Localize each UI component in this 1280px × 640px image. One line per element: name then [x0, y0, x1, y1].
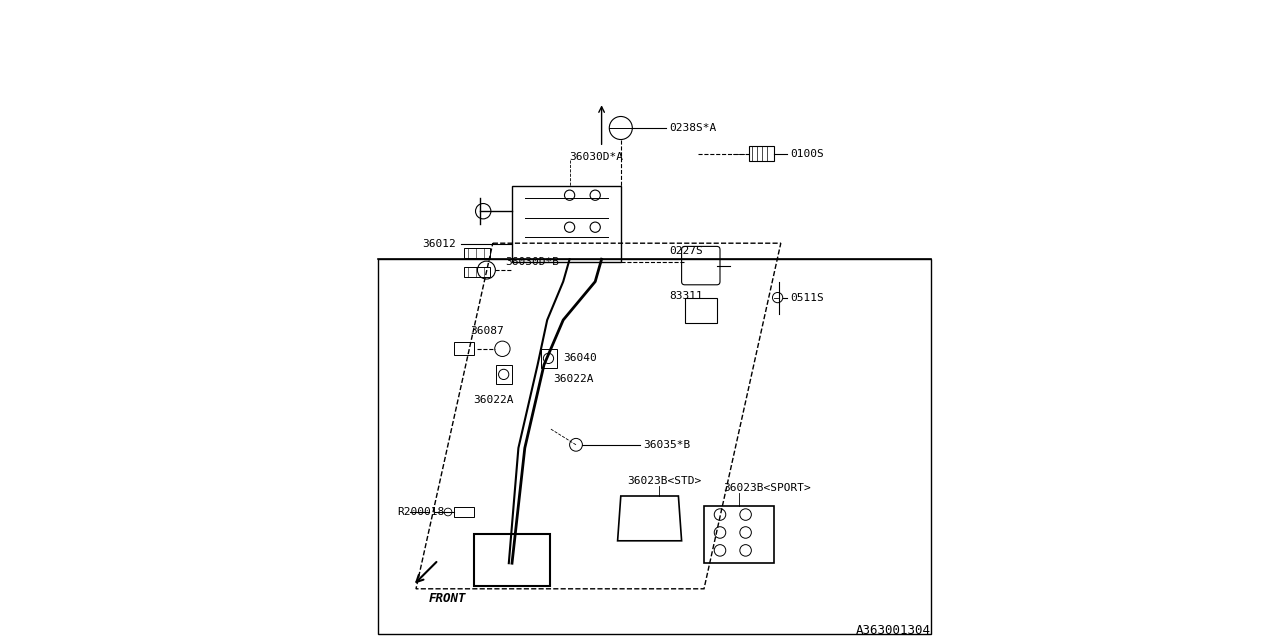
Bar	[497, 365, 512, 384]
Text: 0238S*A: 0238S*A	[668, 123, 716, 133]
Text: 36022A: 36022A	[554, 374, 594, 385]
Text: 36030D*B: 36030D*B	[506, 257, 559, 267]
Text: 0100S: 0100S	[791, 148, 824, 159]
Bar	[540, 349, 557, 368]
FancyArrowPatch shape	[416, 562, 436, 582]
Text: 36022A: 36022A	[474, 395, 515, 405]
Text: 36035*B: 36035*B	[644, 440, 690, 450]
Text: 36030D*A: 36030D*A	[570, 152, 623, 162]
Bar	[454, 342, 474, 355]
Bar	[454, 507, 474, 517]
Bar	[465, 267, 490, 277]
Text: 36087: 36087	[471, 326, 504, 336]
Text: 36023B<SPORT>: 36023B<SPORT>	[723, 483, 812, 493]
Text: 36012: 36012	[422, 239, 456, 250]
Bar	[685, 298, 717, 323]
Bar	[749, 146, 774, 161]
Text: A363001304: A363001304	[856, 624, 932, 637]
Bar	[465, 248, 490, 258]
Text: 36023B<STD>: 36023B<STD>	[627, 476, 701, 486]
Text: 36040: 36040	[563, 353, 596, 364]
Text: 0227S: 0227S	[668, 246, 703, 256]
Text: 0511S: 0511S	[791, 292, 824, 303]
Text: FRONT: FRONT	[429, 592, 466, 605]
Text: R200018: R200018	[397, 507, 444, 517]
Text: 83311: 83311	[668, 291, 703, 301]
